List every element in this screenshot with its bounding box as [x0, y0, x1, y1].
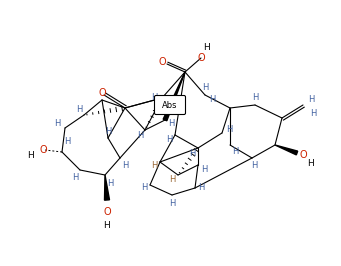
- Text: O: O: [158, 57, 166, 67]
- Text: H: H: [307, 159, 313, 168]
- Text: H: H: [104, 221, 110, 230]
- Text: H: H: [209, 94, 215, 103]
- Text: H: H: [54, 118, 60, 127]
- Text: H: H: [141, 182, 147, 192]
- Text: H: H: [168, 119, 174, 128]
- Text: H: H: [232, 148, 238, 156]
- Text: H: H: [105, 127, 111, 135]
- Text: H: H: [310, 109, 316, 118]
- Text: H: H: [137, 131, 143, 139]
- Text: H: H: [201, 164, 207, 173]
- Text: H: H: [151, 94, 157, 102]
- Text: H: H: [169, 198, 175, 207]
- Text: O: O: [39, 145, 47, 155]
- Text: H: H: [198, 184, 204, 193]
- Text: H: H: [166, 135, 172, 143]
- Polygon shape: [275, 145, 298, 155]
- Text: H: H: [169, 174, 175, 184]
- Text: H: H: [76, 105, 82, 114]
- Text: H: H: [251, 160, 257, 169]
- Text: H: H: [226, 124, 232, 134]
- Text: O: O: [197, 53, 205, 63]
- FancyBboxPatch shape: [154, 95, 186, 114]
- Text: H: H: [122, 161, 128, 171]
- Text: H: H: [72, 172, 78, 181]
- Polygon shape: [163, 72, 185, 121]
- Text: O: O: [98, 88, 106, 98]
- Text: H: H: [107, 178, 113, 188]
- Text: H: H: [203, 43, 209, 52]
- Polygon shape: [104, 175, 109, 200]
- Text: H: H: [189, 148, 195, 157]
- Text: H: H: [64, 138, 70, 147]
- Text: O: O: [103, 207, 111, 217]
- Text: Abs: Abs: [162, 101, 178, 110]
- Text: H: H: [202, 84, 208, 93]
- Text: H: H: [252, 94, 258, 102]
- Text: H: H: [308, 94, 314, 103]
- Text: H: H: [151, 161, 157, 171]
- Text: H: H: [28, 151, 34, 160]
- Text: O: O: [299, 150, 307, 160]
